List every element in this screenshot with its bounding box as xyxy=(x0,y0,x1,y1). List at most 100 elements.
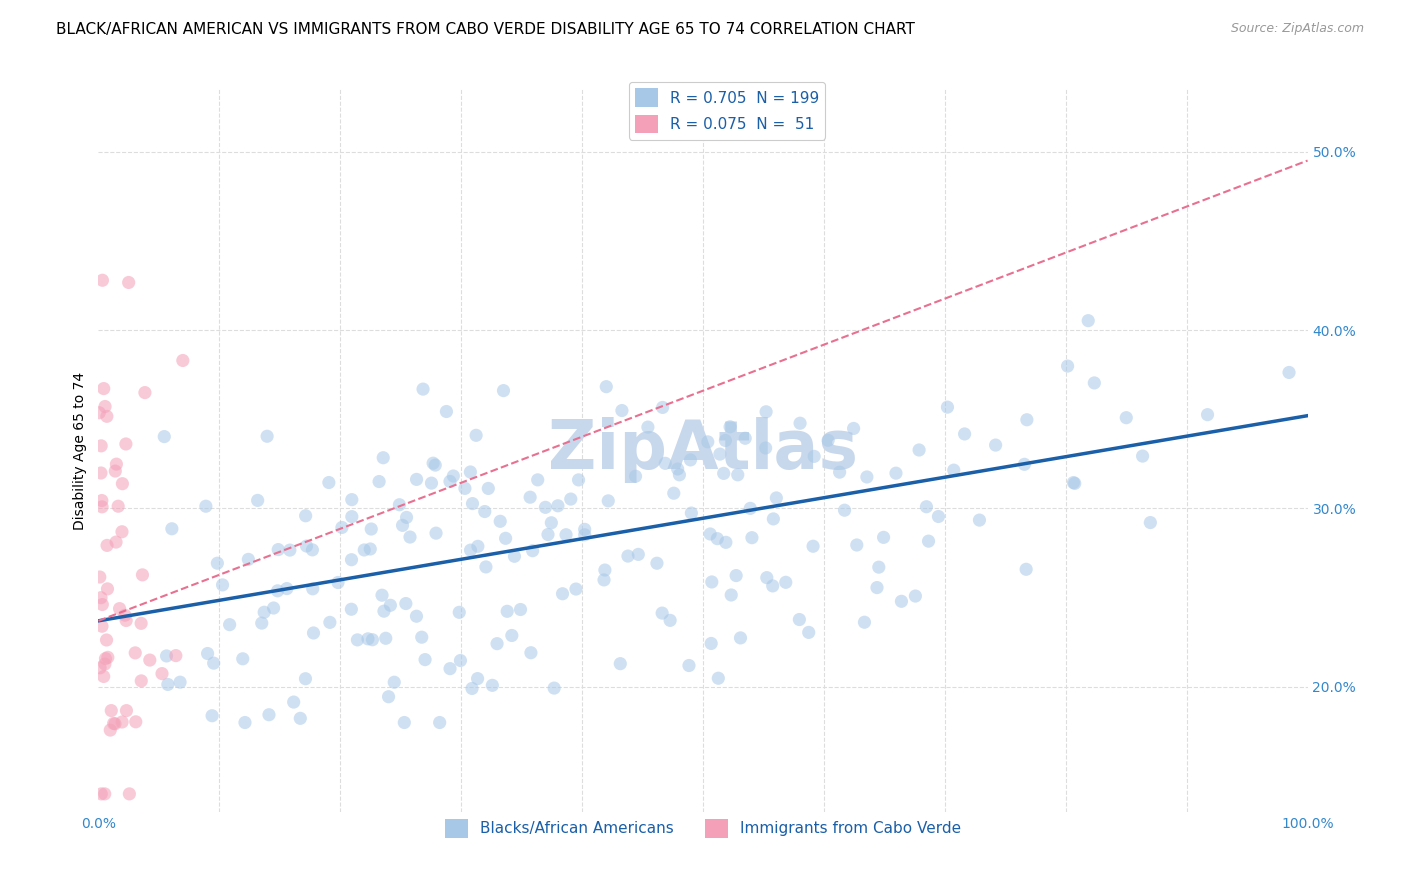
Point xyxy=(89,406,111,420)
Point xyxy=(340,492,363,507)
Point xyxy=(373,604,395,618)
Point xyxy=(359,541,381,556)
Point xyxy=(89,570,111,584)
Point xyxy=(551,587,574,601)
Point xyxy=(360,522,382,536)
Point xyxy=(1062,475,1084,490)
Point xyxy=(91,273,114,287)
Point xyxy=(908,442,931,457)
Point xyxy=(461,497,484,511)
Point xyxy=(465,428,488,442)
Point xyxy=(91,598,114,612)
Point xyxy=(160,522,183,536)
Point xyxy=(388,498,411,512)
Point xyxy=(659,613,682,627)
Point xyxy=(211,578,233,592)
Point xyxy=(340,602,363,616)
Point xyxy=(714,535,737,549)
Point xyxy=(115,704,138,718)
Point xyxy=(90,439,112,453)
Point xyxy=(801,539,824,553)
Point xyxy=(534,500,557,515)
Point xyxy=(496,604,519,618)
Point xyxy=(868,560,890,574)
Point xyxy=(153,429,176,443)
Point xyxy=(668,467,690,482)
Point xyxy=(107,500,129,514)
Point xyxy=(129,673,152,688)
Point xyxy=(709,447,731,461)
Point xyxy=(651,606,673,620)
Point xyxy=(734,431,756,445)
Point xyxy=(574,528,596,542)
Point xyxy=(439,662,461,676)
Point xyxy=(405,472,427,486)
Point xyxy=(489,514,512,528)
Point xyxy=(382,675,405,690)
Point xyxy=(917,534,939,549)
Point xyxy=(96,582,118,596)
Point xyxy=(755,405,778,419)
Legend: Blacks/African Americans, Immigrants from Cabo Verde: Blacks/African Americans, Immigrants fro… xyxy=(439,813,967,844)
Point xyxy=(1056,359,1078,373)
Point xyxy=(501,628,523,642)
Point xyxy=(1278,366,1301,380)
Point xyxy=(845,538,868,552)
Point xyxy=(425,526,447,541)
Point xyxy=(218,617,240,632)
Point xyxy=(330,520,353,534)
Point xyxy=(250,616,273,631)
Point xyxy=(461,681,484,696)
Point xyxy=(699,527,721,541)
Point xyxy=(720,588,742,602)
Point xyxy=(1083,376,1105,390)
Point xyxy=(93,382,115,396)
Point xyxy=(872,530,894,544)
Point xyxy=(353,543,375,558)
Point xyxy=(90,591,112,605)
Point xyxy=(156,677,179,691)
Point xyxy=(522,543,544,558)
Point xyxy=(278,543,301,558)
Point xyxy=(194,500,217,514)
Point xyxy=(1014,458,1036,472)
Point xyxy=(118,787,141,801)
Point xyxy=(953,427,976,442)
Point xyxy=(134,385,156,400)
Point xyxy=(125,714,148,729)
Point xyxy=(755,441,778,455)
Point xyxy=(266,583,288,598)
Point xyxy=(374,632,396,646)
Point xyxy=(405,609,427,624)
Point xyxy=(197,647,219,661)
Point xyxy=(727,467,749,482)
Point xyxy=(740,501,762,516)
Point xyxy=(319,615,342,630)
Point xyxy=(202,656,225,670)
Point xyxy=(904,589,927,603)
Point xyxy=(111,714,134,729)
Point xyxy=(420,476,443,491)
Point xyxy=(755,571,778,585)
Point xyxy=(429,715,451,730)
Point xyxy=(817,434,839,448)
Point xyxy=(654,456,676,470)
Point xyxy=(111,476,134,491)
Point xyxy=(276,582,298,596)
Point xyxy=(371,588,394,602)
Point xyxy=(412,382,434,396)
Point xyxy=(651,401,673,415)
Point xyxy=(520,646,543,660)
Point xyxy=(555,527,578,541)
Point xyxy=(399,530,422,544)
Point xyxy=(454,482,477,496)
Point xyxy=(108,601,131,615)
Point xyxy=(100,704,122,718)
Point xyxy=(803,450,825,464)
Point xyxy=(139,653,162,667)
Point xyxy=(172,353,194,368)
Point xyxy=(486,637,509,651)
Point xyxy=(503,549,526,564)
Point xyxy=(842,421,865,435)
Point xyxy=(762,512,785,526)
